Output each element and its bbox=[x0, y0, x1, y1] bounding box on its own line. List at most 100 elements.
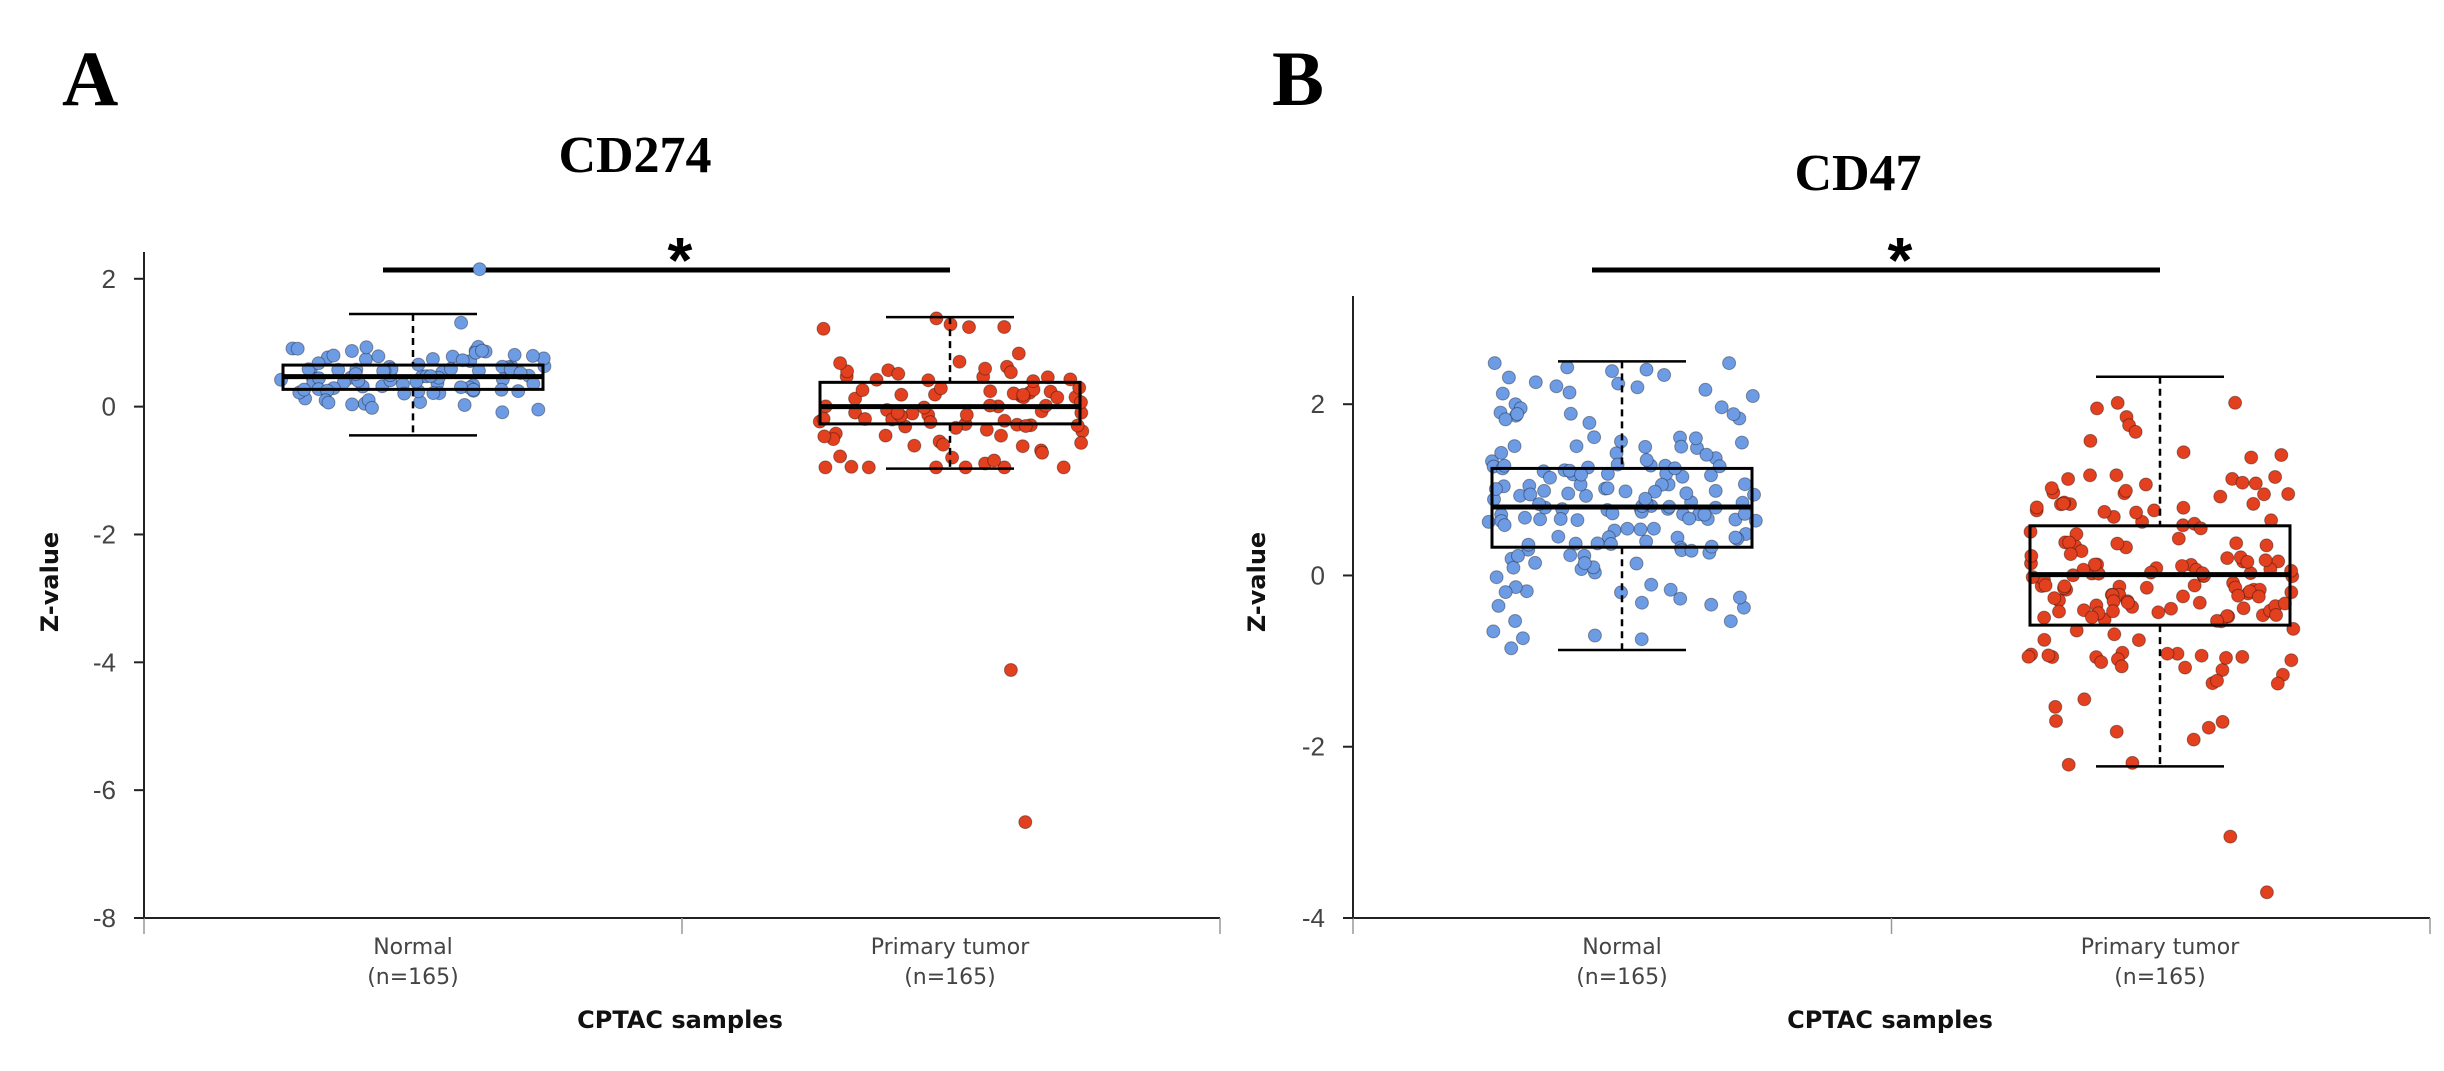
data-point bbox=[1697, 507, 1712, 522]
outlier-point bbox=[472, 262, 487, 277]
data-point bbox=[987, 453, 1002, 468]
data-point bbox=[2171, 531, 2186, 546]
data-point bbox=[2176, 445, 2191, 460]
data-point bbox=[1644, 577, 1659, 592]
category-label-tumor: Primary tumor bbox=[2081, 935, 2240, 960]
data-point bbox=[1056, 460, 1071, 475]
data-point bbox=[1674, 439, 1689, 454]
data-point bbox=[1728, 530, 1743, 545]
data-point bbox=[425, 352, 440, 366]
data-point bbox=[507, 347, 522, 362]
plot-area: 2 0 -2 -4 -6 -8 bbox=[93, 252, 1221, 934]
data-point bbox=[531, 402, 546, 417]
data-point bbox=[2062, 535, 2077, 550]
data-point bbox=[1523, 487, 1538, 502]
iqr-box bbox=[818, 380, 1082, 426]
data-point bbox=[1016, 387, 1031, 402]
data-point bbox=[1537, 483, 1552, 498]
data-point bbox=[2219, 650, 2233, 665]
data-point bbox=[2269, 608, 2284, 622]
data-point bbox=[2274, 448, 2289, 462]
data-point bbox=[2052, 604, 2066, 619]
data-point bbox=[923, 415, 938, 430]
data-point bbox=[525, 348, 540, 363]
data-point bbox=[2107, 627, 2122, 642]
data-point bbox=[475, 343, 489, 358]
y-tick-label: -6 bbox=[93, 775, 116, 805]
data-point bbox=[2106, 604, 2120, 619]
data-point bbox=[2128, 424, 2143, 439]
data-point bbox=[1497, 458, 1512, 473]
data-point bbox=[2084, 610, 2099, 625]
data-point bbox=[2228, 395, 2243, 410]
data-point bbox=[2109, 468, 2124, 483]
data-point bbox=[1647, 484, 1662, 499]
data-point bbox=[1569, 439, 1584, 454]
data-point bbox=[2048, 699, 2063, 714]
data-point bbox=[1035, 445, 1050, 460]
data-point bbox=[2258, 553, 2273, 568]
data-point bbox=[1732, 590, 1747, 605]
data-point bbox=[1675, 469, 1690, 484]
data-point bbox=[2061, 757, 2076, 772]
data-point bbox=[921, 373, 936, 388]
data-point bbox=[1634, 595, 1649, 610]
data-point bbox=[1070, 418, 1085, 433]
data-point bbox=[1646, 521, 1661, 536]
data-point bbox=[952, 354, 967, 369]
chart-title: CD47 bbox=[1794, 145, 1921, 202]
data-point bbox=[457, 398, 472, 412]
y-tick-label: 2 bbox=[1311, 389, 1325, 419]
data-point bbox=[1018, 419, 1033, 433]
y-axis-title: Z-value bbox=[36, 532, 64, 632]
data-point bbox=[2231, 588, 2246, 603]
data-point bbox=[2192, 595, 2207, 610]
data-point bbox=[1498, 412, 1513, 427]
data-point bbox=[1577, 556, 1592, 571]
data-point bbox=[1563, 548, 1578, 563]
data-point bbox=[2044, 481, 2059, 496]
data-point bbox=[2047, 591, 2062, 606]
data-point bbox=[844, 459, 859, 474]
data-point bbox=[1563, 406, 1578, 421]
category-n-normal: (n=165) bbox=[367, 965, 459, 990]
data-point bbox=[453, 380, 468, 395]
data-point bbox=[1574, 467, 1589, 482]
data-point bbox=[962, 320, 976, 335]
data-point bbox=[2138, 477, 2153, 492]
data-point bbox=[1487, 356, 1502, 371]
data-point bbox=[2236, 601, 2251, 616]
data-point bbox=[1726, 407, 1741, 422]
data-point bbox=[1515, 631, 1530, 646]
category-label-normal: Normal bbox=[1582, 935, 1662, 960]
data-point bbox=[1629, 556, 1644, 571]
data-point bbox=[945, 450, 960, 465]
data-point bbox=[365, 400, 379, 415]
data-point bbox=[2160, 646, 2175, 661]
data-point bbox=[1605, 364, 1619, 379]
data-point bbox=[1015, 439, 1030, 454]
data-point bbox=[290, 341, 305, 356]
data-point bbox=[371, 349, 386, 364]
data-point bbox=[1506, 560, 1521, 575]
data-point bbox=[1528, 375, 1543, 390]
data-point bbox=[2057, 579, 2072, 594]
panel-label: A bbox=[62, 35, 118, 122]
y-tick-label: 0 bbox=[102, 392, 116, 422]
data-point bbox=[2061, 472, 2076, 486]
data-point bbox=[1570, 513, 1585, 528]
data-point bbox=[1489, 570, 1504, 585]
data-point bbox=[1533, 512, 1548, 527]
data-point bbox=[1682, 511, 1697, 526]
data-point bbox=[2235, 649, 2250, 664]
data-point bbox=[1633, 522, 1648, 537]
data-point bbox=[1638, 491, 1653, 506]
data-point bbox=[1723, 614, 1738, 629]
data-point bbox=[1638, 439, 1653, 454]
data-point bbox=[1551, 529, 1566, 544]
data-point bbox=[1620, 521, 1635, 536]
data-point bbox=[1510, 407, 1525, 421]
data-point bbox=[1663, 582, 1678, 597]
data-point bbox=[2213, 489, 2228, 504]
